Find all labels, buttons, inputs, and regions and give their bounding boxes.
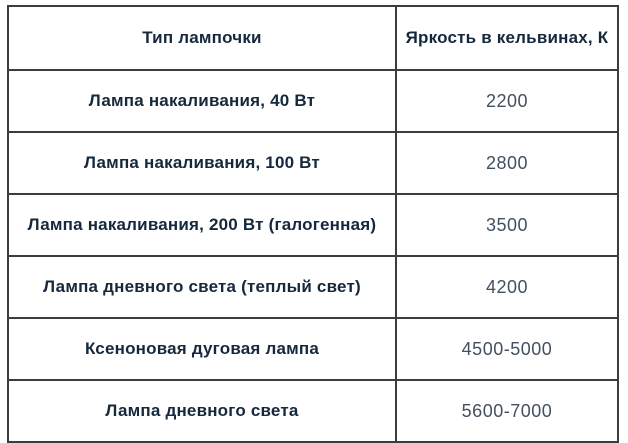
lamp-type-cell: Ксеноновая дуговая лампа xyxy=(7,317,397,381)
kelvin-value-cell: 4500-5000 xyxy=(394,317,620,381)
table-row: Ксеноновая дуговая лампа 4500-5000 xyxy=(7,317,620,381)
header-row: Тип лампочки Яркость в кельвинах, К xyxy=(7,5,620,71)
lamp-brightness-table: Тип лампочки Яркость в кельвинах, К Ламп… xyxy=(7,5,620,443)
table-row: Лампа дневного света (теплый свет) 4200 xyxy=(7,255,620,319)
table-row: Лампа дневного света 5600-7000 xyxy=(7,379,620,443)
lamp-type-cell: Лампа накаливания, 100 Вт xyxy=(7,131,397,195)
table-row: Лампа накаливания, 100 Вт 2800 xyxy=(7,131,620,195)
table-row: Лампа накаливания, 200 Вт (галогенная) 3… xyxy=(7,193,620,257)
lamp-type-cell: Лампа накаливания, 200 Вт (галогенная) xyxy=(7,193,397,257)
kelvin-value-cell: 5600-7000 xyxy=(394,379,620,443)
header-cell-kelvin: Яркость в кельвинах, К xyxy=(394,5,620,71)
header-cell-lamp-type: Тип лампочки xyxy=(7,5,397,71)
lamp-type-cell: Лампа накаливания, 40 Вт xyxy=(7,69,397,133)
kelvin-value-cell: 3500 xyxy=(394,193,620,257)
kelvin-value-cell: 4200 xyxy=(394,255,620,319)
kelvin-value-cell: 2200 xyxy=(394,69,620,133)
lamp-type-cell: Лампа дневного света (теплый свет) xyxy=(7,255,397,319)
kelvin-value-cell: 2800 xyxy=(394,131,620,195)
lamp-type-cell: Лампа дневного света xyxy=(7,379,397,443)
page: Тип лампочки Яркость в кельвинах, К Ламп… xyxy=(7,5,620,443)
table-row: Лампа накаливания, 40 Вт 2200 xyxy=(7,69,620,133)
